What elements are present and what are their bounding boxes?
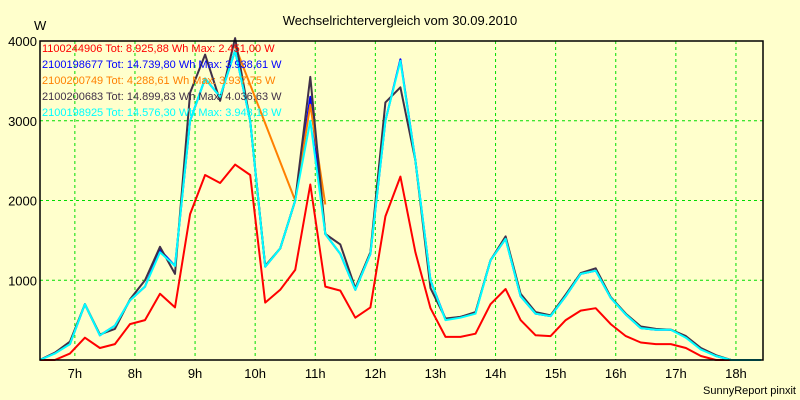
x-tick-label: 15h (545, 366, 567, 381)
x-tick-label: 10h (244, 366, 266, 381)
series-line-1100244906 (39, 163, 761, 361)
x-tick-label: 16h (605, 366, 627, 381)
legend-entry-2100200683: 2100200683 Tot: 14.899,83 Wh Max: 4.036,… (42, 91, 282, 103)
chart-title: Wechselrichtervergleich vom 30.09.2010 (283, 13, 518, 28)
legend-entry-2100200749: 2100200749 Tot: 4.288,61 Wh Max: 3.937,7… (42, 75, 276, 87)
y-tick-label: 3000 (8, 114, 37, 129)
series-lines (39, 37, 761, 361)
y-tick-label: 1000 (8, 273, 37, 288)
x-tick-label: 7h (68, 366, 82, 381)
x-tick-label: 13h (425, 366, 447, 381)
x-tick-label: 11h (305, 366, 326, 381)
footer-credit: SunnyReport pinxit (703, 385, 796, 397)
x-tick-label: 9h (188, 366, 202, 381)
series-line-2100198925 (39, 49, 761, 361)
legend: 1100244906 Tot: 8.925,88 Wh Max: 2.451,0… (42, 43, 282, 119)
x-tick-label: 12h (365, 366, 387, 381)
legend-entry-2100198925: 2100198925 Tot: 14.576,30 Wh Max: 3.943,… (42, 107, 282, 119)
x-tick-label: 18h (725, 366, 747, 381)
y-tick-label: 2000 (8, 194, 37, 209)
series-line-2100200683 (39, 37, 761, 361)
y-tick-label: 4000 (8, 34, 37, 49)
legend-entry-2100198677: 2100198677 Tot: 14.739,80 Wh Max: 3.938,… (42, 59, 282, 71)
y-axis-label: W (34, 18, 47, 33)
x-tick-label: 17h (665, 366, 687, 381)
x-tick-label: 14h (485, 366, 507, 381)
x-axis-ticks: 7h 8h 9h 10h 11h 12h 13h 14h 15h 16h 17h 18h (68, 366, 747, 381)
x-tick-label: 8h (128, 366, 142, 381)
y-axis-ticks: 1000 2000 3000 4000 (8, 34, 37, 288)
legend-entry-1100244906: 1100244906 Tot: 8.925,88 Wh Max: 2.451,0… (42, 43, 275, 55)
plot-frame (39, 40, 764, 361)
